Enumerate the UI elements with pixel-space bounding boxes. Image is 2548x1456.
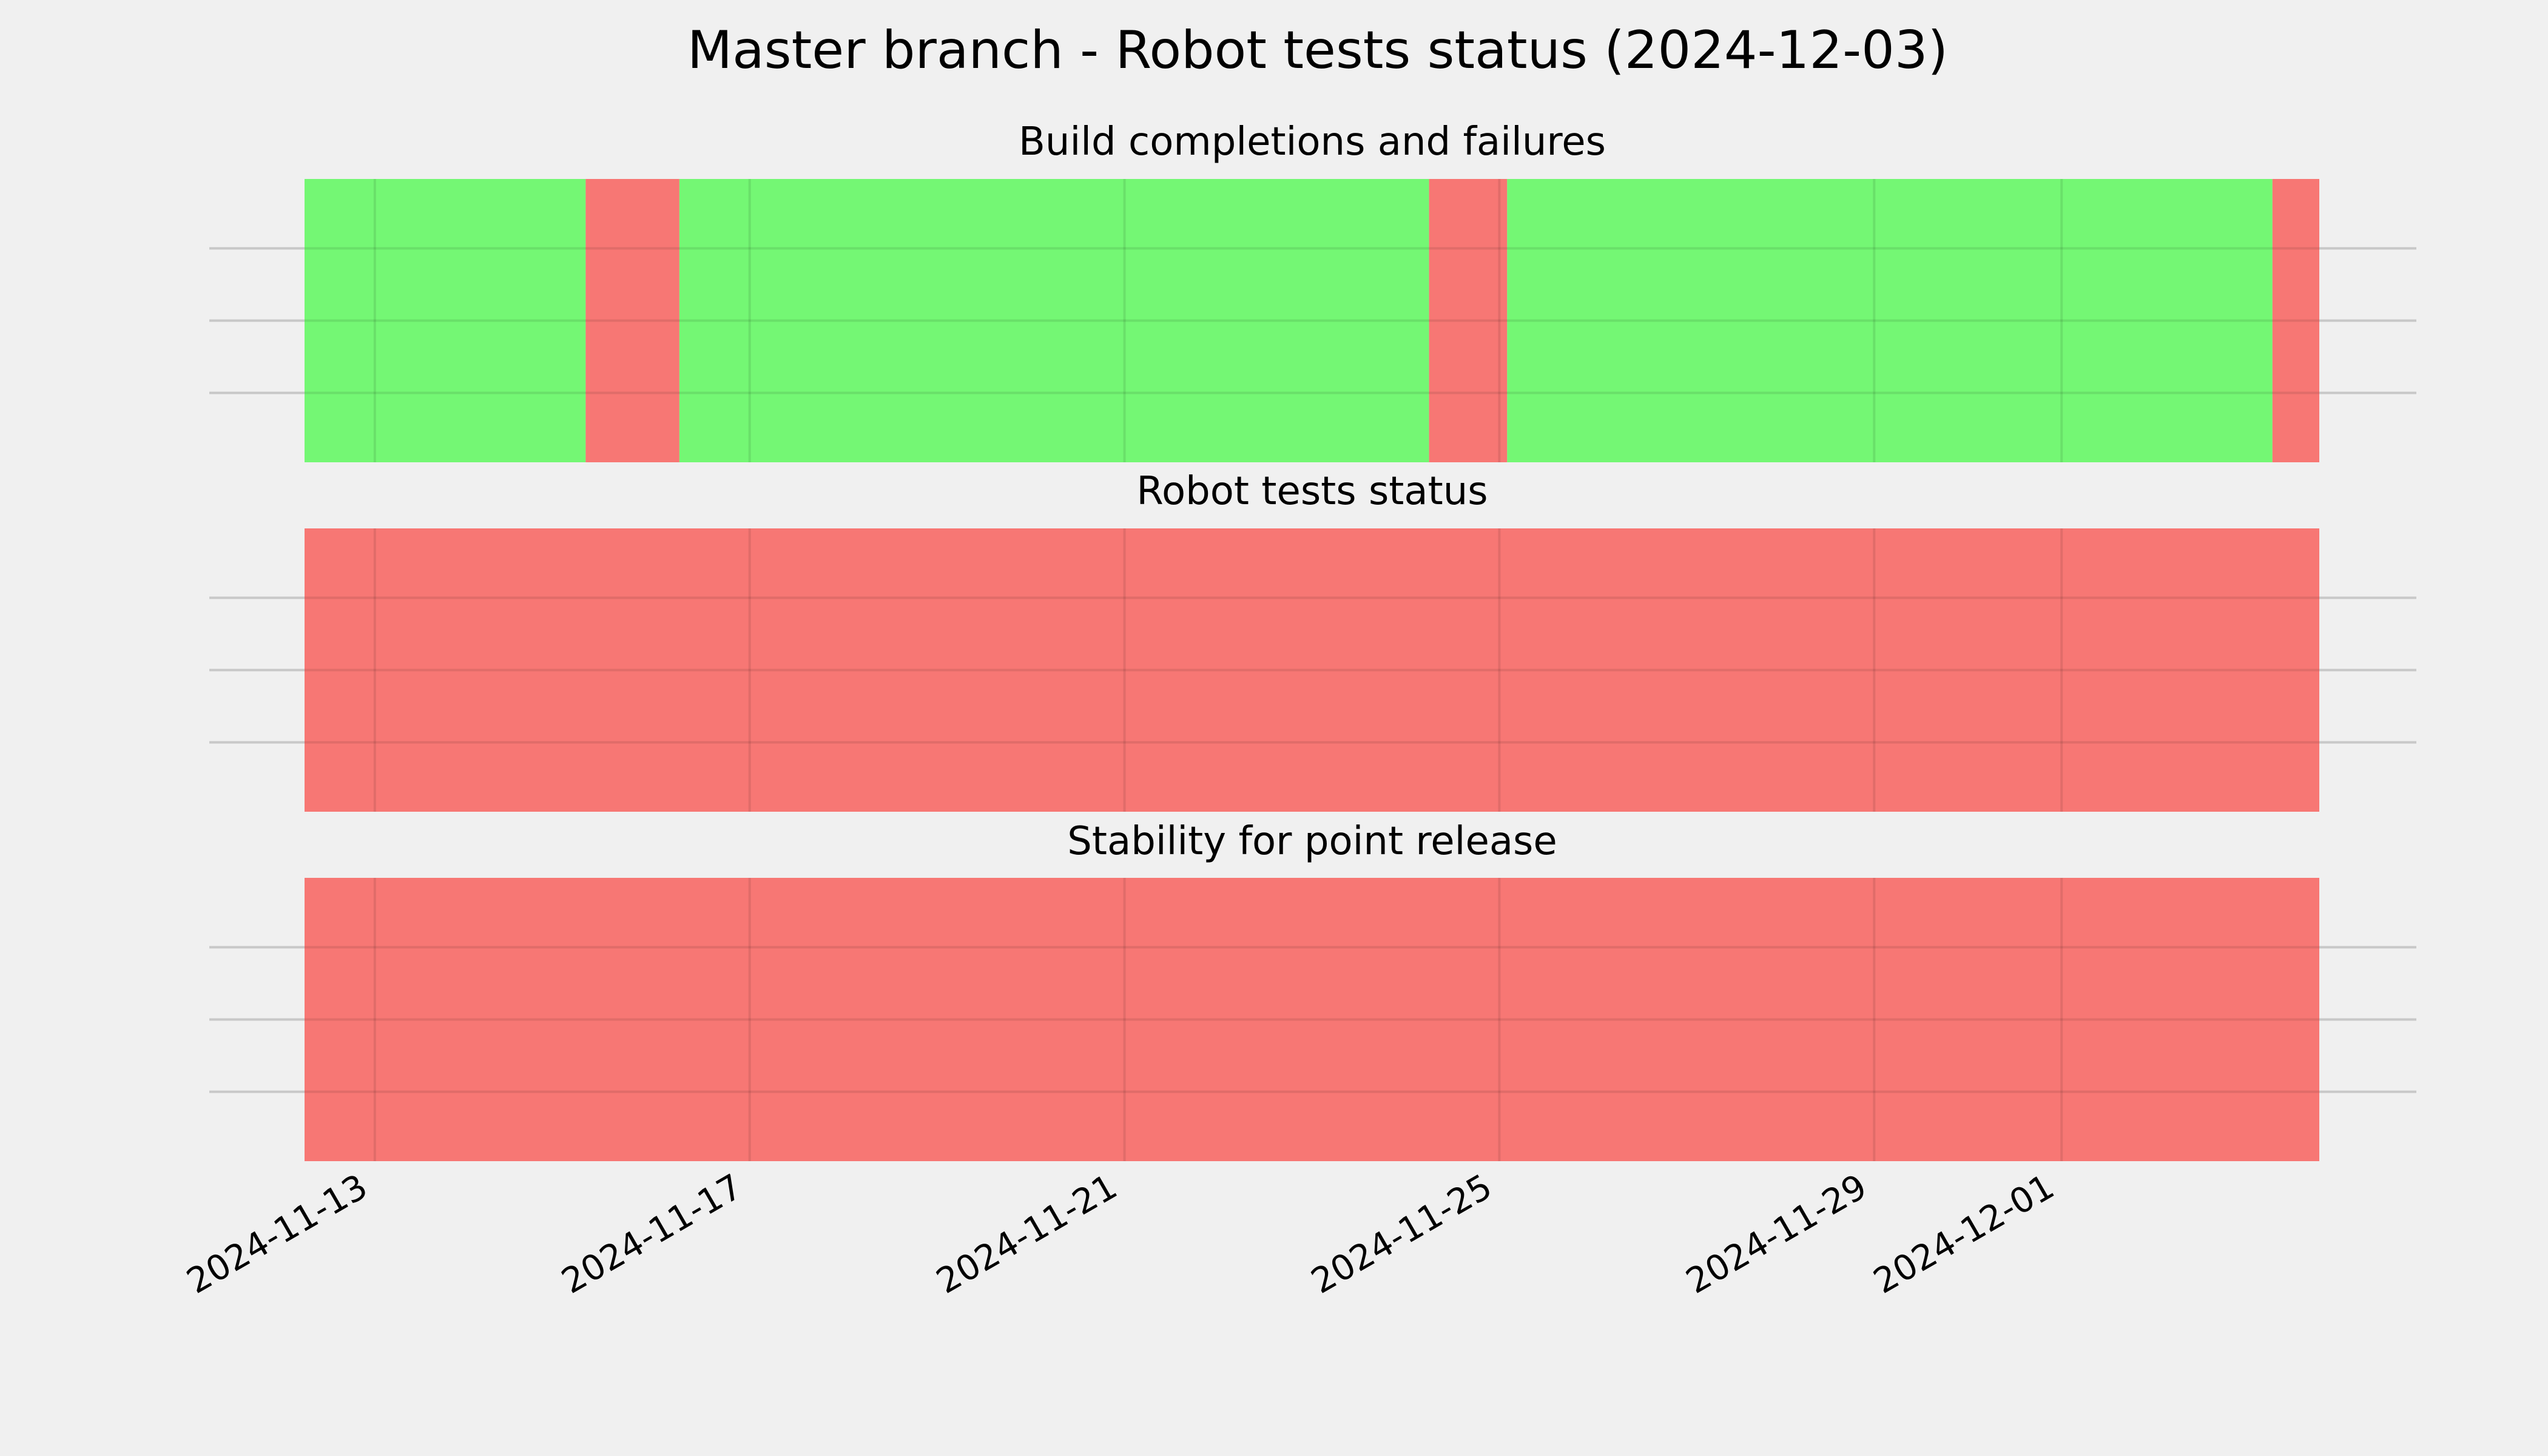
status-segment-failure xyxy=(1429,179,1508,462)
x-tick-label: 2024-12-01 xyxy=(1867,1167,2061,1302)
panel-2: Robot tests status xyxy=(209,469,2416,812)
status-segment-success xyxy=(305,179,586,462)
x-tick-label: 2024-11-17 xyxy=(555,1167,749,1302)
status-segment-success xyxy=(1507,179,2273,462)
status-segment-failure xyxy=(2272,179,2319,462)
panel-1: Build completions and failures xyxy=(209,120,2416,462)
x-axis-ticks: 2024-11-13 2024-11-17 2024-11-21 2024-11-25… xyxy=(180,1167,2061,1302)
panels: Build completions and failures Robot test… xyxy=(209,120,2416,1161)
panel-title: Build completions and failures xyxy=(1019,120,1606,164)
chart-title: Master branch - Robot tests status (2024… xyxy=(687,20,1948,81)
x-tick-label: 2024-11-25 xyxy=(1305,1167,1499,1302)
panel-title: Stability for point release xyxy=(1067,819,1557,864)
x-tick-label: 2024-11-13 xyxy=(180,1167,374,1302)
x-tick-label: 2024-11-21 xyxy=(930,1167,1124,1302)
status-segment-failure xyxy=(305,528,2319,812)
panel-title: Robot tests status xyxy=(1136,469,1488,514)
status-segment-failure xyxy=(585,179,679,462)
status-segment-success xyxy=(679,179,1429,462)
x-tick-label: 2024-11-29 xyxy=(1679,1167,1873,1302)
status-segment-failure xyxy=(305,878,2319,1161)
panel-3: Stability for point release xyxy=(209,819,2416,1161)
